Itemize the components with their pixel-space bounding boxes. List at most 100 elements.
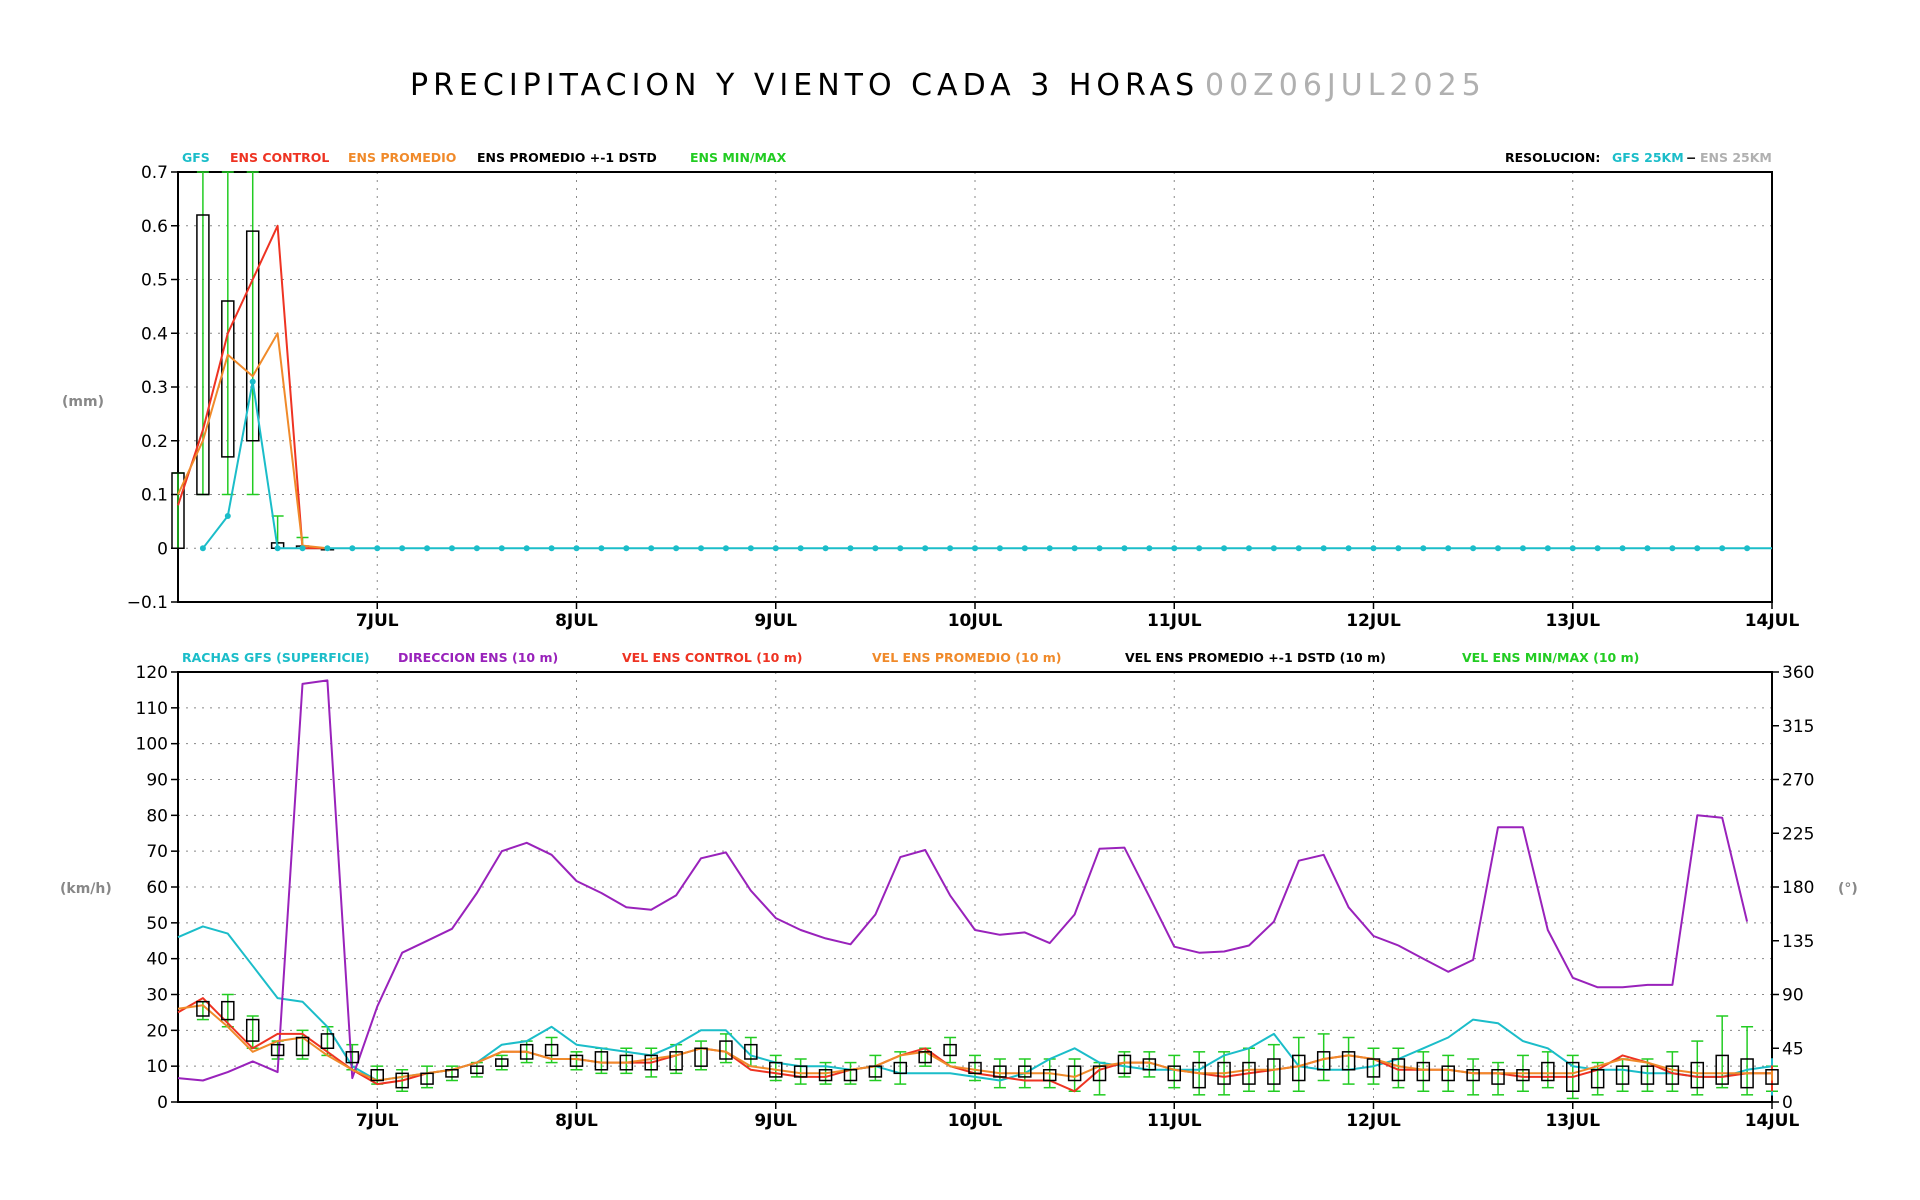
precip-xtick-label: 10JUL [948, 611, 1003, 631]
wind-xtick-label: 13JUL [1545, 1111, 1600, 1131]
legend-gfs: GFS [182, 150, 210, 165]
wind-ytick-label: 40 [146, 950, 168, 970]
wind-dstd-box [1466, 1069, 1480, 1082]
wind-ytick-right-label: 270 [1782, 771, 1814, 791]
precip-gfs-point [698, 545, 705, 552]
wind-dstd-box [1715, 1054, 1729, 1085]
legend-res-ens: ENS 25KM [1700, 150, 1772, 165]
precip-gfs-point [1171, 545, 1178, 552]
wind-dstd-box [1566, 1061, 1580, 1093]
precip-gfs-point [722, 545, 729, 552]
precip-gfs-point [1096, 545, 1103, 552]
wind-dstd-box [968, 1061, 982, 1075]
wind-dstd-box [1292, 1054, 1306, 1082]
wind-dstd-box [345, 1051, 360, 1064]
precip-xtick-label: 9JUL [754, 611, 797, 631]
wind-dstd-box [221, 1000, 235, 1021]
precip-ytick-label: −0.1 [127, 593, 168, 613]
wind-dstd-box [619, 1054, 634, 1071]
precip-gfs-point [922, 545, 929, 552]
wind-xtick-label: 7JUL [356, 1111, 399, 1131]
wind-ytick-label: 60 [146, 878, 168, 898]
wind-dstd-box [470, 1065, 484, 1075]
wind-dstd-box [1665, 1065, 1680, 1085]
precip-gfs-point [847, 545, 854, 552]
precip-ylabel: (mm) [62, 394, 104, 410]
precip-xtick-label: 7JUL [356, 611, 399, 631]
wind-dstd-box [1167, 1065, 1181, 1082]
precip-gfs-point [1669, 545, 1676, 552]
wind-dstd-box [495, 1058, 509, 1067]
precip-gfs-point [1544, 545, 1551, 552]
legend-ens-promedio: ENS PROMEDIO [348, 150, 456, 165]
wind-dstd-box [644, 1054, 658, 1071]
wind-xtick-label: 8JUL [555, 1111, 598, 1131]
precip-ytick-label: 0.2 [141, 432, 168, 452]
precip-panel: −0.1 0 0.1 0.2 0.3 0.4 0.5 0.6 0.7 7JUL 8JUL 9JUL 10… [127, 163, 1800, 631]
wind-ytick-right-label: 180 [1782, 878, 1814, 898]
wind-dstd-box [196, 1000, 210, 1017]
wind-dstd-box [694, 1047, 708, 1067]
precip-gfs-point [1146, 545, 1153, 552]
legend-vel-minmax: VEL ENS MIN/MAX (10 m) [1462, 650, 1639, 665]
wind-ytick-label: 20 [146, 1021, 168, 1041]
wind-ytick-right-label: 315 [1782, 717, 1814, 737]
precip-gfs-point [473, 545, 480, 552]
precip-gfs-point [1569, 545, 1576, 552]
wind-ytick-label: 90 [146, 771, 168, 791]
precip-gfs-point [872, 545, 879, 552]
wind-dstd-box [1615, 1065, 1630, 1085]
precip-gfs-point [199, 545, 206, 552]
precip-frame [177, 171, 1773, 603]
precip-gfs-point [1370, 545, 1377, 552]
wind-ytick-right-label: 360 [1782, 663, 1814, 683]
legend-resolucion: RESOLUCION: [1505, 150, 1600, 165]
wind-dstd-box [295, 1036, 310, 1057]
wind-ytick-label: 0 [157, 1093, 168, 1113]
precip-gfs-point [972, 545, 978, 552]
wind-dstd-box [1590, 1069, 1605, 1089]
legend-vel-promedio: VEL ENS PROMEDIO (10 m) [872, 650, 1061, 665]
precip-gfs-point [1270, 545, 1277, 552]
precip-gfs-point [399, 545, 406, 552]
precip-ytick-label: 0.5 [141, 271, 168, 291]
wind-dstd-box [1690, 1061, 1705, 1089]
wind-dstd-box [544, 1043, 559, 1057]
precip-gfs-point [548, 545, 555, 552]
precip-ytick-label: 0.7 [141, 163, 168, 183]
wind-dstd-box [1740, 1058, 1754, 1089]
precip-gfs-point [424, 545, 431, 552]
precip-gfs-point [648, 545, 655, 552]
wind-ytick-label: 100 [136, 735, 168, 755]
wind-dstd-box [744, 1043, 758, 1060]
wind-dstd-box [1242, 1061, 1256, 1085]
precip-gfs-point [573, 545, 580, 552]
chart-title-date: 00Z06JUL2025 [1205, 68, 1486, 103]
precip-gfs-point [1519, 545, 1526, 552]
wind-ylabel: (km/h) [60, 881, 112, 897]
precip-gfs-point [1295, 545, 1302, 552]
wind-xtick-label: 11JUL [1147, 1111, 1202, 1131]
legend-res-gfs: GFS 25KM [1612, 150, 1684, 165]
precip-ytick-label: 0 [157, 539, 168, 559]
precip-gfs-point [448, 545, 455, 552]
wind-ytick-label: 80 [146, 806, 168, 826]
wind-dstd-box [1416, 1061, 1431, 1082]
wind-dstd-box [793, 1065, 808, 1078]
precip-gfs-point [249, 378, 256, 385]
precip-gfs-point [1445, 545, 1452, 552]
wind-ytick-right-label: 90 [1782, 986, 1804, 1006]
precip-dstd-box [245, 230, 260, 442]
precip-gfs-point [1221, 545, 1228, 552]
precip-gfs-point [324, 545, 331, 552]
wind-dstd-box [1341, 1051, 1356, 1071]
wind-dstd-box [943, 1043, 957, 1057]
precip-gfs-point [1071, 545, 1078, 552]
precip-gfs-point [1046, 545, 1053, 552]
precip-xtick-label: 13JUL [1545, 611, 1600, 631]
legend-vel-dstd: VEL ENS PROMEDIO +-1 DSTD (10 m) [1125, 650, 1386, 665]
wind-ytick-right-label: 135 [1782, 932, 1814, 952]
wind-ytick-right-label: 225 [1782, 824, 1814, 844]
precip-gfs-point [1345, 545, 1352, 552]
precip-gfs-point [1395, 545, 1402, 552]
